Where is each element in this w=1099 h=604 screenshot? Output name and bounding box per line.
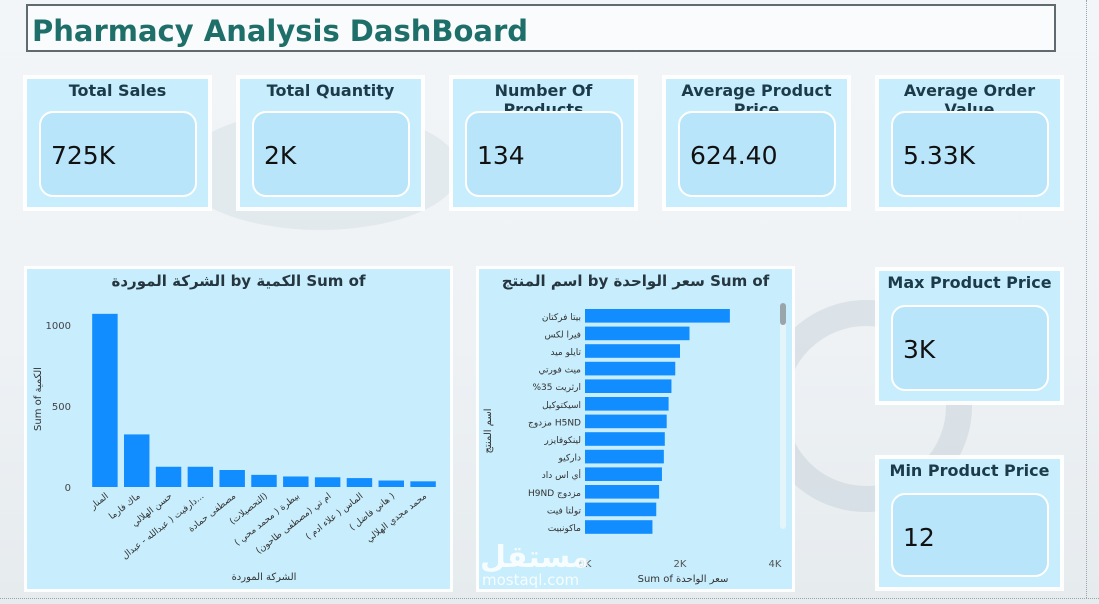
bar xyxy=(410,481,436,487)
kpi-value-box: 134 xyxy=(465,111,623,197)
kpi-min-product-price[interactable]: Min Product Price 12 xyxy=(878,458,1061,588)
y-tick-label: بيتا فركتان xyxy=(542,313,581,323)
bar xyxy=(585,309,730,323)
bar xyxy=(585,379,672,393)
chart-scrollbar-thumb[interactable] xyxy=(780,303,786,325)
bar xyxy=(585,361,676,376)
bar xyxy=(585,432,665,446)
x-tick-label: المنار xyxy=(88,491,111,512)
kpi-total-quantity[interactable]: Total Quantity 2K xyxy=(239,78,422,208)
bar xyxy=(92,313,118,487)
bar xyxy=(124,434,150,487)
kpi-label: Total Quantity xyxy=(266,81,395,100)
kpi-value: 725K xyxy=(51,141,116,170)
bar xyxy=(585,485,660,499)
bar xyxy=(585,449,664,464)
kpi-value-box: 725K xyxy=(39,111,197,197)
y-tick-label: 0 xyxy=(65,483,71,494)
bar xyxy=(585,467,662,481)
kpi-value-box: 2K xyxy=(252,111,410,197)
bar xyxy=(585,502,657,517)
chart-title: اسم المنتج by سعر الواحدة Sum of xyxy=(501,272,770,290)
bar xyxy=(585,414,667,429)
y-tick-label: تايلو ميد xyxy=(550,348,581,358)
kpi-label: Max Product Price xyxy=(887,273,1052,292)
bar xyxy=(585,397,669,411)
kpi-average-order-value[interactable]: Average Order Value 5.33K xyxy=(878,78,1061,208)
kpi-average-product-price[interactable]: Average Product Price 624.40 xyxy=(665,78,848,208)
x-tick-label: الماس ( علاء ادم ) xyxy=(304,491,365,542)
bar xyxy=(283,476,309,487)
y-tick-label: أي اس داد xyxy=(542,469,581,481)
y-tick-label: تولتا فيت xyxy=(547,506,582,516)
dashboard-title: Pharmacy Analysis DashBoard xyxy=(32,14,529,48)
y-axis-label: اسم المنتج xyxy=(483,408,494,453)
y-tick-label: فيرا لكس xyxy=(544,330,581,340)
x-tick-label: 0K xyxy=(579,559,592,570)
y-tick-label: 500 xyxy=(52,402,71,413)
kpi-value-box: 624.40 xyxy=(678,111,836,197)
chart-panel-product-price[interactable]: اسم المنتج by سعر الواحدة Sum of بيتا فر… xyxy=(478,268,793,590)
kpi-value: 3K xyxy=(903,335,936,364)
y-tick-label: %ارثريت 35 xyxy=(532,383,581,393)
chart-panel-supplier-quantity[interactable]: الشركة الموردة by الكمية Sum of 0 500 1000… xyxy=(26,268,451,590)
y-axis-label: Sum of الكمية xyxy=(33,367,44,431)
kpi-value: 12 xyxy=(903,523,935,552)
x-axis-label: Sum of سعر الواحدة xyxy=(638,574,729,585)
bar xyxy=(155,466,182,487)
x-tick-label: 4K xyxy=(769,559,782,570)
y-tick-label: ماكونبيت xyxy=(548,524,581,534)
kpi-value-box: 3K xyxy=(891,305,1049,391)
kpi-value: 134 xyxy=(477,141,525,170)
y-tick-label: مزدوج H5ND xyxy=(528,418,581,428)
chart-title: الشركة الموردة by الكمية Sum of xyxy=(111,272,366,290)
bar xyxy=(585,326,690,341)
bar xyxy=(219,470,245,487)
y-tick-label: اسيكتوكيل xyxy=(542,401,581,411)
kpi-value: 2K xyxy=(264,141,297,170)
dashboard-title-box: Pharmacy Analysis DashBoard xyxy=(26,4,1056,52)
y-tick-label: 1000 xyxy=(46,321,71,332)
bar xyxy=(346,478,373,487)
kpi-value-box: 12 xyxy=(891,493,1049,577)
kpi-number-of-products[interactable]: Number Of Products 134 xyxy=(452,78,635,208)
kpi-total-sales[interactable]: Total Sales 725K xyxy=(26,78,209,208)
x-tick-label: 2K xyxy=(674,559,687,570)
y-tick-label: لينكوفايزر xyxy=(543,436,581,446)
kpi-label: Total Sales xyxy=(68,81,167,100)
kpi-value-box: 5.33K xyxy=(891,111,1049,197)
y-tick-label: H9ND مزدوج xyxy=(528,489,581,499)
chart-scrollbar[interactable] xyxy=(780,303,786,529)
kpi-value: 624.40 xyxy=(690,141,778,170)
x-axis-label: الشركة الموردة xyxy=(232,572,297,583)
bar xyxy=(585,520,653,534)
watermark-logo: مستقل xyxy=(480,540,590,575)
kpi-value: 5.33K xyxy=(903,141,976,170)
bar xyxy=(585,344,680,358)
bar xyxy=(251,474,277,487)
bar xyxy=(378,480,404,487)
bar xyxy=(314,477,341,487)
product-price-bar-chart: بيتا فركتان فيرا لكس تايلو ميد ميث فورتي %ار… xyxy=(483,309,782,585)
y-tick-label: داركيو xyxy=(557,454,581,464)
watermark-url: mostaql.com xyxy=(482,571,580,589)
kpi-label: Min Product Price xyxy=(889,461,1050,480)
page-bottom-border xyxy=(0,598,1099,599)
bar xyxy=(187,466,214,487)
kpi-max-product-price[interactable]: Max Product Price 3K xyxy=(878,270,1061,402)
page-right-border xyxy=(1086,0,1087,598)
y-tick-label: ميث فورتي xyxy=(538,366,581,376)
